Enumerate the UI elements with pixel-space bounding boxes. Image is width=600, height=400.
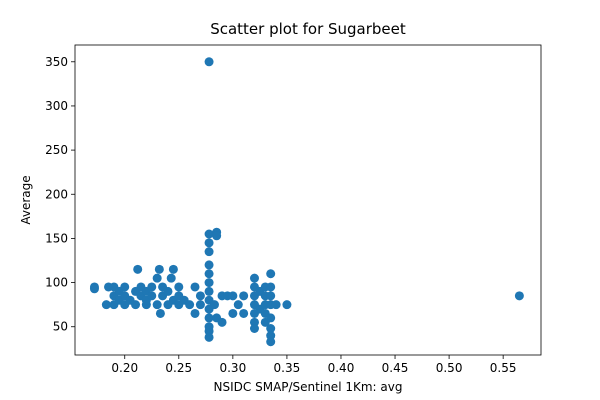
point bbox=[204, 247, 214, 257]
y-tick-label: 50 bbox=[53, 320, 68, 334]
x-tick-label: 0.45 bbox=[382, 361, 409, 375]
y-tick-label: 200 bbox=[45, 187, 68, 201]
x-tick-label: 0.25 bbox=[165, 361, 192, 375]
point bbox=[147, 291, 157, 301]
point bbox=[249, 273, 259, 283]
point bbox=[209, 300, 219, 310]
point bbox=[228, 308, 238, 318]
point bbox=[155, 308, 165, 318]
y-tick-label: 150 bbox=[45, 231, 68, 245]
y-tick-label: 250 bbox=[45, 143, 68, 157]
x-axis-label: NSIDC SMAP/Sentinel 1Km: avg bbox=[214, 380, 403, 394]
point bbox=[233, 300, 243, 310]
point bbox=[266, 282, 276, 292]
point bbox=[249, 324, 259, 334]
point bbox=[271, 300, 281, 310]
chart-title: Scatter plot for Sugarbeet bbox=[210, 20, 406, 38]
point bbox=[204, 238, 214, 248]
point bbox=[204, 332, 214, 342]
point bbox=[131, 300, 141, 310]
point bbox=[152, 300, 162, 310]
point bbox=[204, 286, 214, 296]
point bbox=[133, 264, 143, 274]
point bbox=[204, 260, 214, 270]
point bbox=[266, 324, 276, 334]
point bbox=[166, 273, 176, 283]
plot-frame bbox=[74, 44, 542, 356]
point bbox=[212, 231, 222, 241]
point bbox=[195, 291, 205, 301]
point bbox=[195, 300, 205, 310]
point bbox=[154, 264, 164, 274]
x-tick-label: 0.55 bbox=[490, 361, 517, 375]
y-tick-label: 300 bbox=[45, 99, 68, 113]
point bbox=[266, 331, 276, 341]
x-tick-label: 0.20 bbox=[111, 361, 138, 375]
y-axis-label: Average bbox=[19, 175, 33, 224]
point bbox=[152, 273, 162, 283]
point bbox=[266, 337, 276, 347]
point bbox=[228, 291, 238, 301]
point bbox=[204, 57, 214, 67]
point bbox=[204, 229, 214, 239]
x-tick-label: 0.40 bbox=[328, 361, 355, 375]
x-tick-label: 0.35 bbox=[274, 361, 301, 375]
point bbox=[120, 282, 130, 292]
point bbox=[204, 326, 214, 336]
x-tick-label: 0.30 bbox=[219, 361, 246, 375]
point bbox=[204, 278, 214, 288]
point bbox=[163, 286, 173, 296]
point bbox=[101, 300, 111, 310]
y-tick-label: 350 bbox=[45, 55, 68, 69]
point bbox=[239, 291, 249, 301]
point bbox=[282, 300, 292, 310]
point bbox=[147, 282, 157, 292]
x-tick-label: 0.50 bbox=[436, 361, 463, 375]
point bbox=[249, 317, 259, 327]
point bbox=[266, 291, 276, 301]
point bbox=[89, 284, 99, 294]
point bbox=[168, 264, 178, 274]
point bbox=[266, 269, 276, 279]
point bbox=[190, 308, 200, 318]
point bbox=[185, 300, 195, 310]
point bbox=[190, 282, 200, 292]
point bbox=[514, 291, 524, 301]
point bbox=[204, 313, 214, 323]
point bbox=[266, 313, 276, 323]
point bbox=[174, 282, 184, 292]
point bbox=[239, 308, 249, 318]
point bbox=[204, 269, 214, 279]
point bbox=[217, 317, 227, 327]
y-tick-label: 100 bbox=[45, 276, 68, 290]
